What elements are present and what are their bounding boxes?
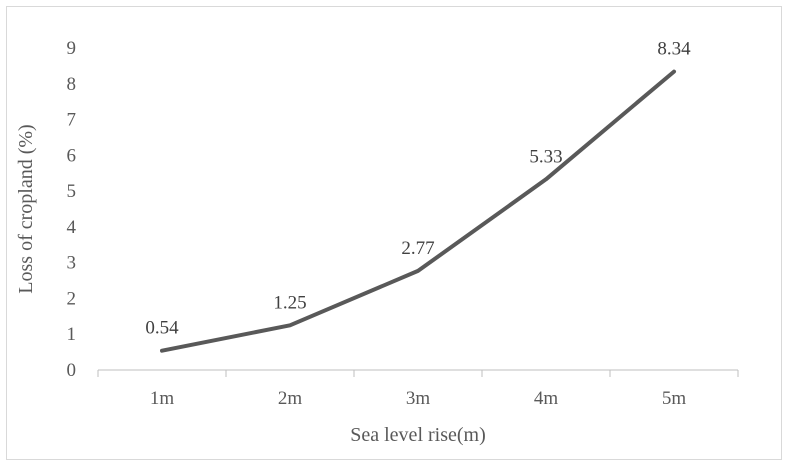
x-tick-label: 4m xyxy=(534,388,559,409)
x-axis-title: Sea level rise(m) xyxy=(350,424,486,446)
x-tick-label: 5m xyxy=(662,388,687,409)
chart-frame xyxy=(6,6,782,460)
y-tick-label: 7 xyxy=(67,110,77,131)
y-tick-label: 0 xyxy=(67,360,77,381)
x-tick-label: 1m xyxy=(150,388,175,409)
data-label: 2.77 xyxy=(401,238,434,259)
x-tick-label: 2m xyxy=(278,388,303,409)
data-label: 0.54 xyxy=(145,318,179,339)
y-tick-label: 3 xyxy=(67,253,77,274)
data-label: 1.25 xyxy=(273,292,306,313)
x-tick-label: 3m xyxy=(406,388,431,409)
data-label: 5.33 xyxy=(529,146,562,167)
y-tick-label: 6 xyxy=(67,145,77,166)
y-axis-ticks: 0 1 2 3 4 5 6 7 8 9 xyxy=(67,38,77,381)
y-tick-label: 9 xyxy=(67,38,77,59)
y-tick-label: 1 xyxy=(67,324,77,345)
y-tick-label: 4 xyxy=(67,217,77,238)
x-axis-ticks: 1m 2m 3m 4m 5m xyxy=(97,370,739,409)
y-tick-label: 2 xyxy=(67,288,77,309)
data-label: 8.34 xyxy=(657,39,691,60)
data-labels: 0.54 1.25 2.77 5.33 8.34 xyxy=(145,39,691,339)
series-line xyxy=(160,69,676,353)
y-tick-label: 8 xyxy=(67,74,77,95)
y-tick-label: 5 xyxy=(67,181,77,202)
y-axis-title: Loss of cropland (%) xyxy=(15,124,37,293)
